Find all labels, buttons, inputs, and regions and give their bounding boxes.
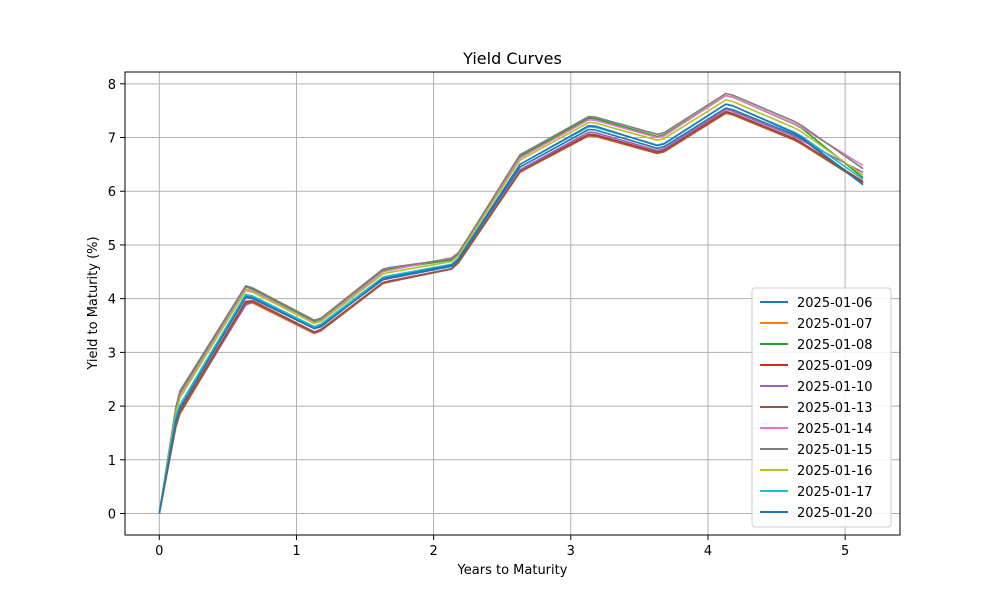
legend-label: 2025-01-17 — [797, 485, 873, 500]
series-line-2025-01-13 — [158, 112, 864, 514]
y-tick-label: 8 — [108, 78, 116, 93]
x-tick-label: 1 — [292, 544, 300, 559]
y-tick-label: 0 — [108, 508, 116, 523]
legend-box — [751, 287, 892, 528]
y-axis-label: Yield to Maturity (%) — [86, 236, 101, 370]
series-line-2025-01-20 — [158, 103, 864, 514]
y-tick-label: 2 — [108, 400, 116, 415]
x-tick-label: 5 — [841, 544, 849, 559]
x-tick-label: 4 — [704, 544, 712, 559]
legend-label: 2025-01-13 — [797, 401, 873, 416]
x-tick-label: 0 — [155, 544, 163, 559]
series-line-2025-01-16 — [158, 99, 864, 514]
x-axis-label: Years to Maturity — [457, 563, 568, 578]
x-axis-ticks: 0 1 2 3 4 5 — [155, 535, 849, 559]
x-tick-label: 3 — [567, 544, 575, 559]
y-tick-label: 4 — [108, 293, 116, 308]
x-tick-label: 2 — [429, 544, 437, 559]
legend-label: 2025-01-08 — [797, 338, 873, 353]
y-tick-label: 7 — [108, 132, 116, 147]
legend-label: 2025-01-10 — [797, 380, 873, 395]
y-tick-label: 1 — [108, 454, 116, 469]
legend-label: 2025-01-16 — [797, 464, 873, 479]
y-tick-label: 6 — [108, 185, 116, 200]
y-tick-label: 5 — [108, 239, 116, 254]
legend-label: 2025-01-20 — [797, 506, 873, 521]
legend-label: 2025-01-09 — [797, 359, 873, 374]
plot-frame — [124, 71, 901, 536]
legend-label: 2025-01-15 — [797, 443, 873, 458]
legend: 2025-01-06 2025-01-07 2025-01-08 2025-01-09… — [751, 287, 892, 528]
legend-label: 2025-01-06 — [797, 296, 873, 311]
y-axis-ticks: 0 1 2 3 4 5 6 7 8 — [108, 78, 125, 523]
series-line-2025-01-06 — [158, 107, 864, 514]
series-line-2025-01-15 — [158, 92, 864, 514]
legend-label: 2025-01-07 — [797, 317, 873, 332]
chart-title: Yield Curves — [462, 49, 562, 68]
series-lines — [158, 92, 864, 514]
y-tick-label: 3 — [108, 346, 116, 361]
legend-label: 2025-01-14 — [797, 422, 873, 437]
